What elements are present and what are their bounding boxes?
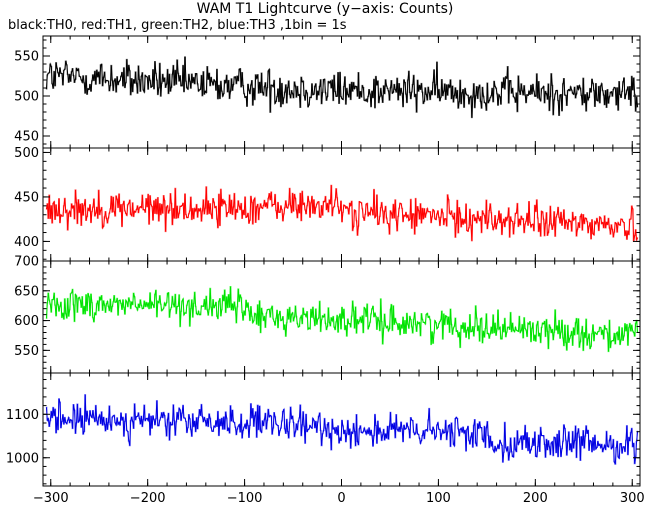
y-tick-label: 500 <box>14 146 39 161</box>
x-tick-label: 200 <box>523 491 548 505</box>
y-tick-label: 450 <box>14 190 39 205</box>
y-tick-label: 450 <box>14 130 39 145</box>
y-tick-label: 550 <box>14 344 39 359</box>
x-tick-label: −100 <box>227 491 263 505</box>
y-tick-label: 1000 <box>6 451 39 466</box>
y-tick-label: 550 <box>14 50 39 65</box>
x-tick-label: 0 <box>337 491 345 505</box>
x-tick-label: −300 <box>33 491 69 505</box>
y-tick-label: 400 <box>14 235 39 250</box>
series-th3-line <box>45 394 639 465</box>
y-tick-label: 650 <box>14 284 39 299</box>
y-tick-label: 700 <box>14 255 39 270</box>
x-tick-label: 100 <box>426 491 451 505</box>
y-tick-label: 1100 <box>6 408 39 423</box>
series-th2-line <box>45 286 639 352</box>
x-tick-label: −200 <box>130 491 166 505</box>
chart-subtitle: black:TH0, red:TH1, green:TH2, blue:TH3 … <box>8 18 347 33</box>
series-th0-line <box>45 56 639 118</box>
series-th1-line <box>45 185 639 242</box>
y-tick-label: 500 <box>14 90 39 105</box>
x-tick-label: 300 <box>620 491 645 505</box>
chart-title: WAM T1 Lightcurve (y−axis: Counts) <box>196 1 454 17</box>
y-tick-label: 600 <box>14 314 39 329</box>
